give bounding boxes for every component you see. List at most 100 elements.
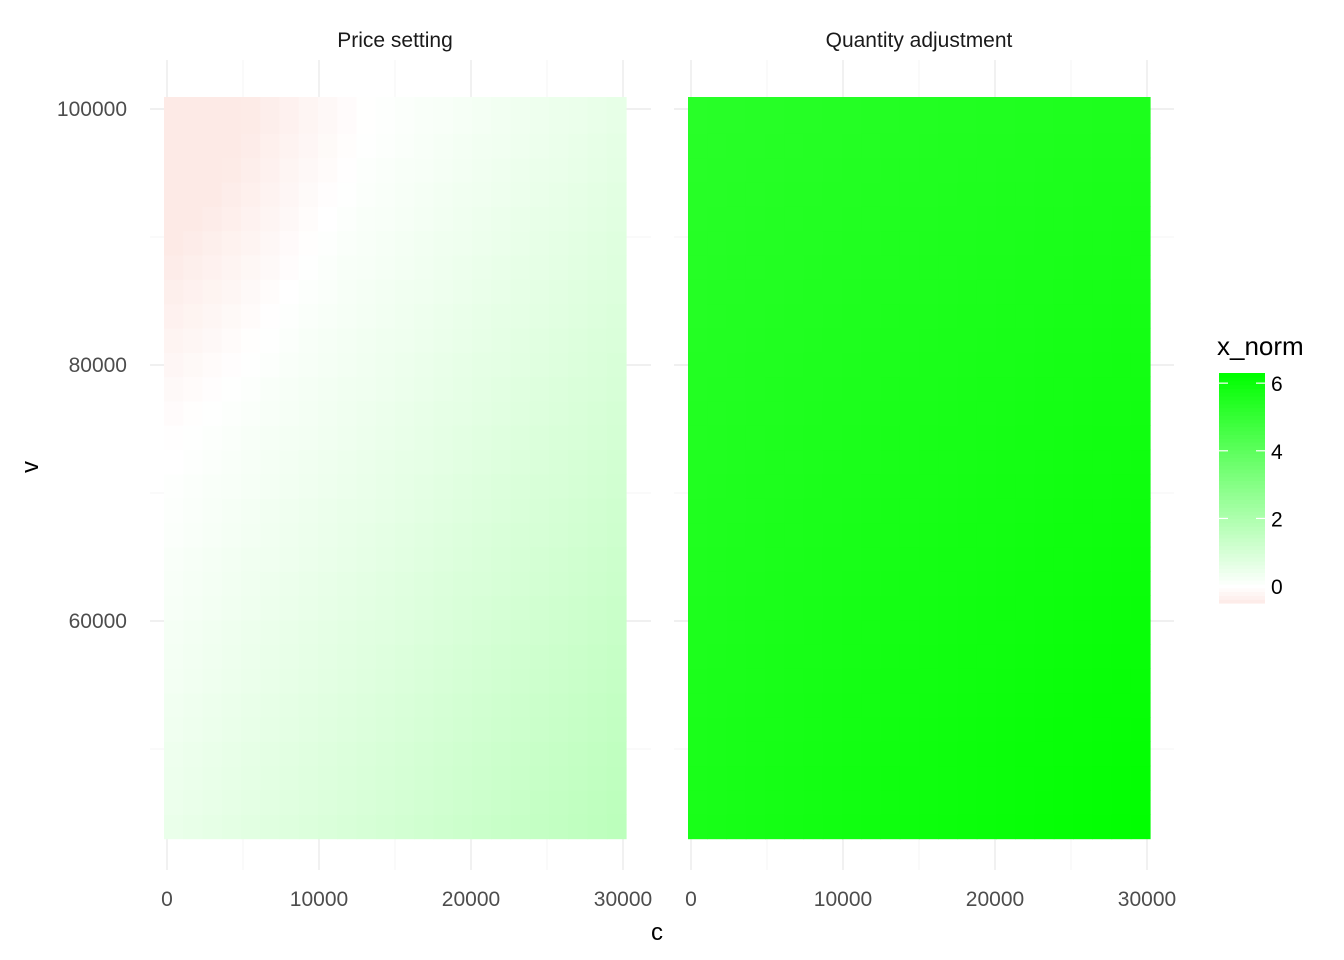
heatmap-tile	[298, 133, 319, 159]
heatmap-tile	[919, 206, 939, 232]
heatmap-tile	[899, 692, 920, 718]
heatmap-tile	[822, 352, 843, 378]
legend-colorbar-segment	[1219, 499, 1265, 504]
heatmap-tile	[298, 789, 319, 815]
heatmap-tile	[1073, 619, 1093, 645]
heatmap-tile	[745, 133, 766, 159]
heatmap-tile	[375, 352, 396, 378]
heatmap-tile	[375, 279, 396, 305]
heatmap-tile	[491, 303, 512, 329]
heatmap-tile	[337, 595, 358, 621]
heatmap-tile	[491, 473, 512, 499]
heatmap-tile	[337, 741, 358, 767]
heatmap-tile	[1053, 327, 1074, 353]
heatmap-tile	[472, 181, 492, 207]
heatmap-tile	[395, 473, 415, 499]
heatmap-tile	[957, 279, 978, 305]
heatmap-tile	[784, 814, 805, 840]
heatmap-tile	[183, 571, 204, 596]
heatmap-tile	[976, 498, 997, 524]
heatmap-tile	[202, 644, 223, 669]
heatmap-tile	[202, 97, 223, 134]
heatmap-tile	[861, 327, 882, 353]
heatmap-tile	[568, 668, 589, 694]
heatmap-tile	[1015, 254, 1036, 280]
heatmap-tile	[452, 668, 473, 694]
heatmap-tile	[688, 571, 708, 596]
heatmap-tile	[337, 692, 358, 718]
heatmap-tile	[164, 789, 184, 815]
heatmap-tile	[861, 595, 882, 621]
heatmap-tile	[899, 254, 920, 280]
heatmap-tile	[260, 546, 281, 572]
heatmap-tile	[919, 546, 939, 572]
heatmap-tile	[1015, 303, 1036, 329]
heatmap-tile	[745, 206, 766, 232]
heatmap-tile	[784, 595, 805, 621]
heatmap-tile	[1034, 279, 1055, 305]
heatmap-tile	[433, 376, 454, 402]
heatmap-tile	[1073, 206, 1093, 232]
heatmap-tile	[765, 279, 785, 305]
heatmap-tile	[1092, 571, 1113, 596]
heatmap-tile	[510, 498, 531, 524]
heatmap-tile	[491, 206, 512, 232]
heatmap-tile	[726, 522, 747, 548]
heatmap-tile	[938, 400, 959, 426]
heatmap-tile	[491, 668, 512, 694]
heatmap-tile	[318, 206, 338, 232]
heatmap-tile	[938, 571, 959, 596]
heatmap-tile	[318, 692, 338, 718]
heatmap-tile	[726, 279, 747, 305]
heatmap-tile	[568, 376, 589, 402]
heatmap-tile	[745, 765, 766, 791]
heatmap-tile	[976, 157, 997, 183]
heatmap-tile	[726, 449, 747, 475]
heatmap-tile	[395, 668, 415, 694]
heatmap-tile	[1130, 230, 1151, 256]
heatmap-tile	[606, 619, 627, 645]
heatmap-tile	[318, 181, 338, 207]
heatmap-tile	[529, 206, 550, 232]
heatmap-tile	[221, 644, 242, 669]
heatmap-tile	[803, 425, 824, 451]
heatmap-tile	[688, 765, 708, 791]
heatmap-tile	[606, 546, 627, 572]
heatmap-tile	[356, 97, 377, 134]
heatmap-tile	[976, 619, 997, 645]
heatmap-tile	[279, 717, 300, 742]
heatmap-tile	[1111, 279, 1132, 305]
heatmap-tile	[842, 814, 862, 840]
heatmap-tile	[606, 303, 627, 329]
heatmap-tile	[529, 181, 550, 207]
heatmap-tile	[1073, 814, 1093, 840]
heatmap-tile	[1073, 400, 1093, 426]
heatmap-tile	[221, 546, 242, 572]
heatmap-tile	[745, 741, 766, 767]
heatmap-tile	[549, 303, 569, 329]
heatmap-tile	[529, 814, 550, 840]
heatmap-tile	[726, 717, 747, 742]
heatmap-tile	[183, 789, 204, 815]
heatmap-tile	[298, 644, 319, 669]
heatmap-tile	[745, 546, 766, 572]
heatmap-tile	[491, 97, 512, 134]
heatmap-tile	[298, 546, 319, 572]
heatmap-tile	[606, 741, 627, 767]
heatmap-tile	[587, 595, 608, 621]
heatmap-tile	[318, 595, 338, 621]
heatmap-tile	[452, 498, 473, 524]
heatmap-tile	[861, 741, 882, 767]
heatmap-tile	[957, 741, 978, 767]
heatmap-tile	[803, 303, 824, 329]
heatmap-tile	[414, 376, 435, 402]
heatmap-tile	[726, 327, 747, 353]
heatmap-tile	[414, 717, 435, 742]
heatmap-tile	[688, 546, 708, 572]
heatmap-tile	[745, 376, 766, 402]
heatmap-tile	[1092, 327, 1113, 353]
heatmap-tile	[842, 230, 862, 256]
panel-strip-label: Quantity adjustment	[826, 29, 1013, 52]
heatmap-tile	[765, 157, 785, 183]
heatmap-tile	[202, 279, 223, 305]
